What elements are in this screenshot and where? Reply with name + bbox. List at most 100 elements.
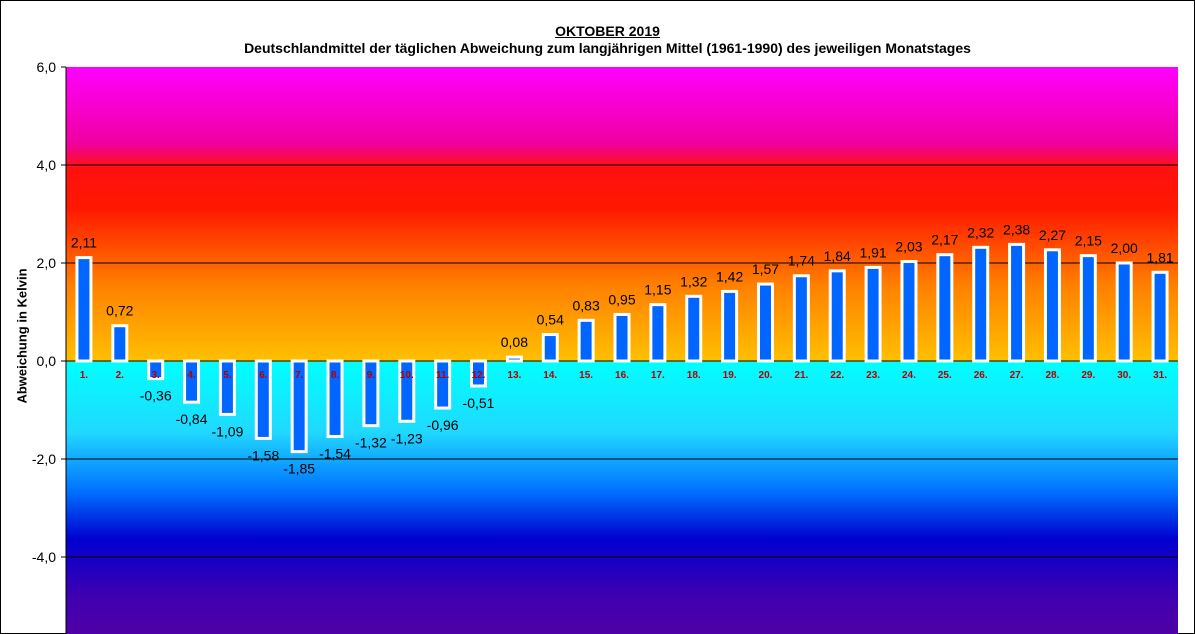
- chart-title: OKTOBER 2019: [555, 23, 660, 39]
- category-label: 4.: [187, 370, 196, 381]
- data-label: 2,38: [1003, 221, 1030, 237]
- data-label: 2,32: [967, 224, 994, 240]
- category-label: 2.: [116, 370, 125, 381]
- category-label: 3.: [152, 370, 161, 381]
- bar: [398, 359, 416, 423]
- data-label: -1,85: [283, 461, 315, 477]
- data-label: 0,72: [106, 303, 133, 319]
- category-label: 5.: [223, 370, 232, 381]
- data-label: -1,58: [247, 447, 279, 463]
- y-tick-label: 2,0: [37, 255, 57, 271]
- category-label: 23.: [866, 370, 880, 381]
- category-label: 19.: [723, 370, 737, 381]
- bar: [541, 333, 559, 363]
- category-label: 31.: [1153, 370, 1167, 381]
- data-label: 1,42: [716, 268, 743, 284]
- data-label: 1,15: [644, 282, 671, 298]
- bar: [147, 359, 165, 381]
- bar: [218, 359, 236, 416]
- bar: [434, 359, 452, 410]
- category-label: 21.: [794, 370, 808, 381]
- y-tick-label: 0,0: [37, 353, 57, 369]
- bar: [577, 318, 595, 363]
- y-tick-label: 6,0: [37, 59, 57, 75]
- bar: [864, 265, 882, 363]
- category-label: 7.: [295, 370, 304, 381]
- bar: [290, 359, 308, 454]
- category-label: 16.: [615, 370, 629, 381]
- data-label: -0,84: [176, 411, 208, 427]
- data-label: 0,54: [537, 312, 564, 328]
- data-labels: 2,11 0,72 -0,36-0,84-1,09-1,58-1,85-1,54-1…: [71, 221, 1174, 476]
- category-label: 27.: [1010, 370, 1024, 381]
- category-label: 26.: [974, 370, 988, 381]
- bar: [1043, 248, 1061, 363]
- bar: [792, 274, 810, 363]
- bar: [1079, 254, 1097, 363]
- bar: [470, 359, 488, 388]
- data-label: 2,00: [1111, 240, 1138, 256]
- data-label: 0,08: [501, 334, 528, 350]
- category-label: 25.: [938, 370, 952, 381]
- category-label: 6.: [259, 370, 268, 381]
- category-label: 30.: [1117, 370, 1131, 381]
- category-label: 12.: [472, 370, 486, 381]
- chart-subtitle: Deutschlandmittel der täglichen Abweichu…: [244, 40, 971, 56]
- bars: [75, 242, 1169, 454]
- data-label: 1,84: [824, 248, 851, 264]
- bar: [721, 289, 739, 363]
- bar: [972, 245, 990, 363]
- bar: [326, 359, 344, 438]
- category-label: 15.: [579, 370, 593, 381]
- data-label: 1,32: [680, 273, 707, 289]
- category-label: 10.: [400, 370, 414, 381]
- category-label: 28.: [1045, 370, 1059, 381]
- bar: [505, 355, 523, 363]
- data-label: -0,36: [140, 388, 172, 404]
- data-label: -0,51: [463, 395, 495, 411]
- bar: [1008, 242, 1026, 363]
- data-label: 0,95: [608, 291, 635, 307]
- bar: [828, 269, 846, 363]
- y-tick-label: 4,0: [37, 157, 57, 173]
- data-label: 1,74: [788, 253, 815, 269]
- category-label: 14.: [543, 370, 557, 381]
- category-labels: 1. 2. 3. 4. 5. 6. 7. 8. 9. 10. 11. 12. 13. 14. 15. 16. 1…: [80, 370, 1167, 381]
- bar: [613, 312, 631, 363]
- data-label: -1,09: [211, 423, 243, 439]
- y-tick-label: -2,0: [32, 451, 56, 467]
- data-label: -1,54: [319, 445, 351, 461]
- bar: [900, 260, 918, 363]
- y-axis: 6,0 4,0 2,0 0,0 -2,0 -4,0: [32, 59, 67, 634]
- data-label: 2,27: [1039, 227, 1066, 243]
- y-tick-label: -4,0: [32, 549, 56, 565]
- bar: [183, 359, 201, 404]
- bar: [75, 256, 93, 363]
- category-label: 24.: [902, 370, 916, 381]
- data-label: -0,96: [427, 417, 459, 433]
- category-label: 20.: [759, 370, 773, 381]
- category-label: 22.: [830, 370, 844, 381]
- category-label: 1.: [80, 370, 89, 381]
- data-label: -1,32: [355, 435, 387, 451]
- data-label: 2,17: [931, 232, 958, 248]
- data-label: 2,11: [71, 235, 97, 251]
- bar: [1151, 270, 1169, 363]
- bar: [936, 253, 954, 363]
- bar: [685, 294, 703, 363]
- bar: [649, 303, 667, 363]
- data-label: 0,83: [573, 297, 600, 313]
- bar: [1115, 261, 1133, 363]
- category-label: 13.: [507, 370, 521, 381]
- bar: [362, 359, 380, 428]
- bar: [111, 324, 129, 363]
- data-label: 2,15: [1075, 233, 1102, 249]
- data-label: 1,57: [752, 261, 779, 277]
- data-label: 1,81: [1146, 249, 1173, 265]
- category-label: 9.: [367, 370, 376, 381]
- category-label: 11.: [436, 370, 450, 381]
- category-label: 18.: [687, 370, 701, 381]
- chart-title-block: OKTOBER 2019 Deutschlandmittel der tägli…: [0, 23, 1195, 57]
- bar: [254, 359, 272, 440]
